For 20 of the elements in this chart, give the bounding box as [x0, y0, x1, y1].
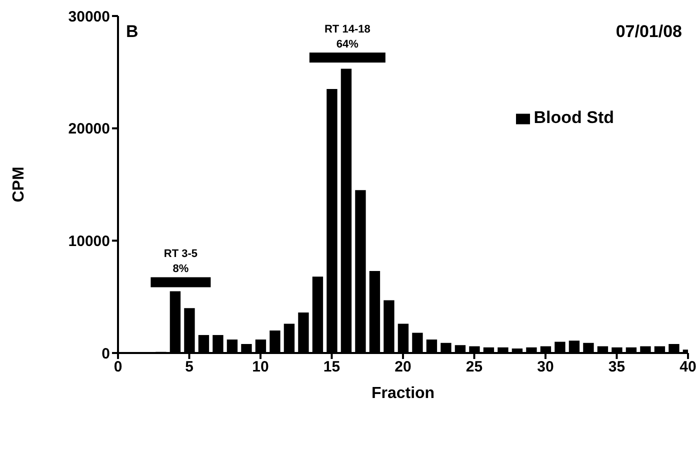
annotation: RT 3-5 8%	[164, 248, 198, 276]
x-axis-title: Fraction	[371, 385, 435, 402]
legend-label: Blood Std	[534, 108, 614, 127]
y-tick-label: 30000	[68, 8, 110, 26]
y-tick-label: 10000	[68, 232, 110, 250]
x-tick-label: 35	[608, 358, 626, 376]
y-axis-title: CPM	[10, 166, 28, 202]
x-tick-label: 40	[680, 358, 696, 376]
y-tick-label: 0	[102, 345, 110, 362]
x-tick-label: 20	[394, 358, 412, 376]
x-tick-label: 10	[252, 358, 269, 376]
annotation: 07/01/08	[616, 22, 682, 42]
y-tick-label: 20000	[68, 120, 110, 138]
annotation: B	[126, 22, 138, 42]
x-tick-label: 30	[537, 358, 554, 376]
x-tick-label: 0	[114, 358, 122, 376]
x-tick-label: 15	[323, 358, 340, 376]
x-tick-label: 25	[466, 358, 483, 376]
x-tick-label: 5	[185, 358, 194, 376]
annotation: RT 14-18 64%	[324, 24, 370, 51]
